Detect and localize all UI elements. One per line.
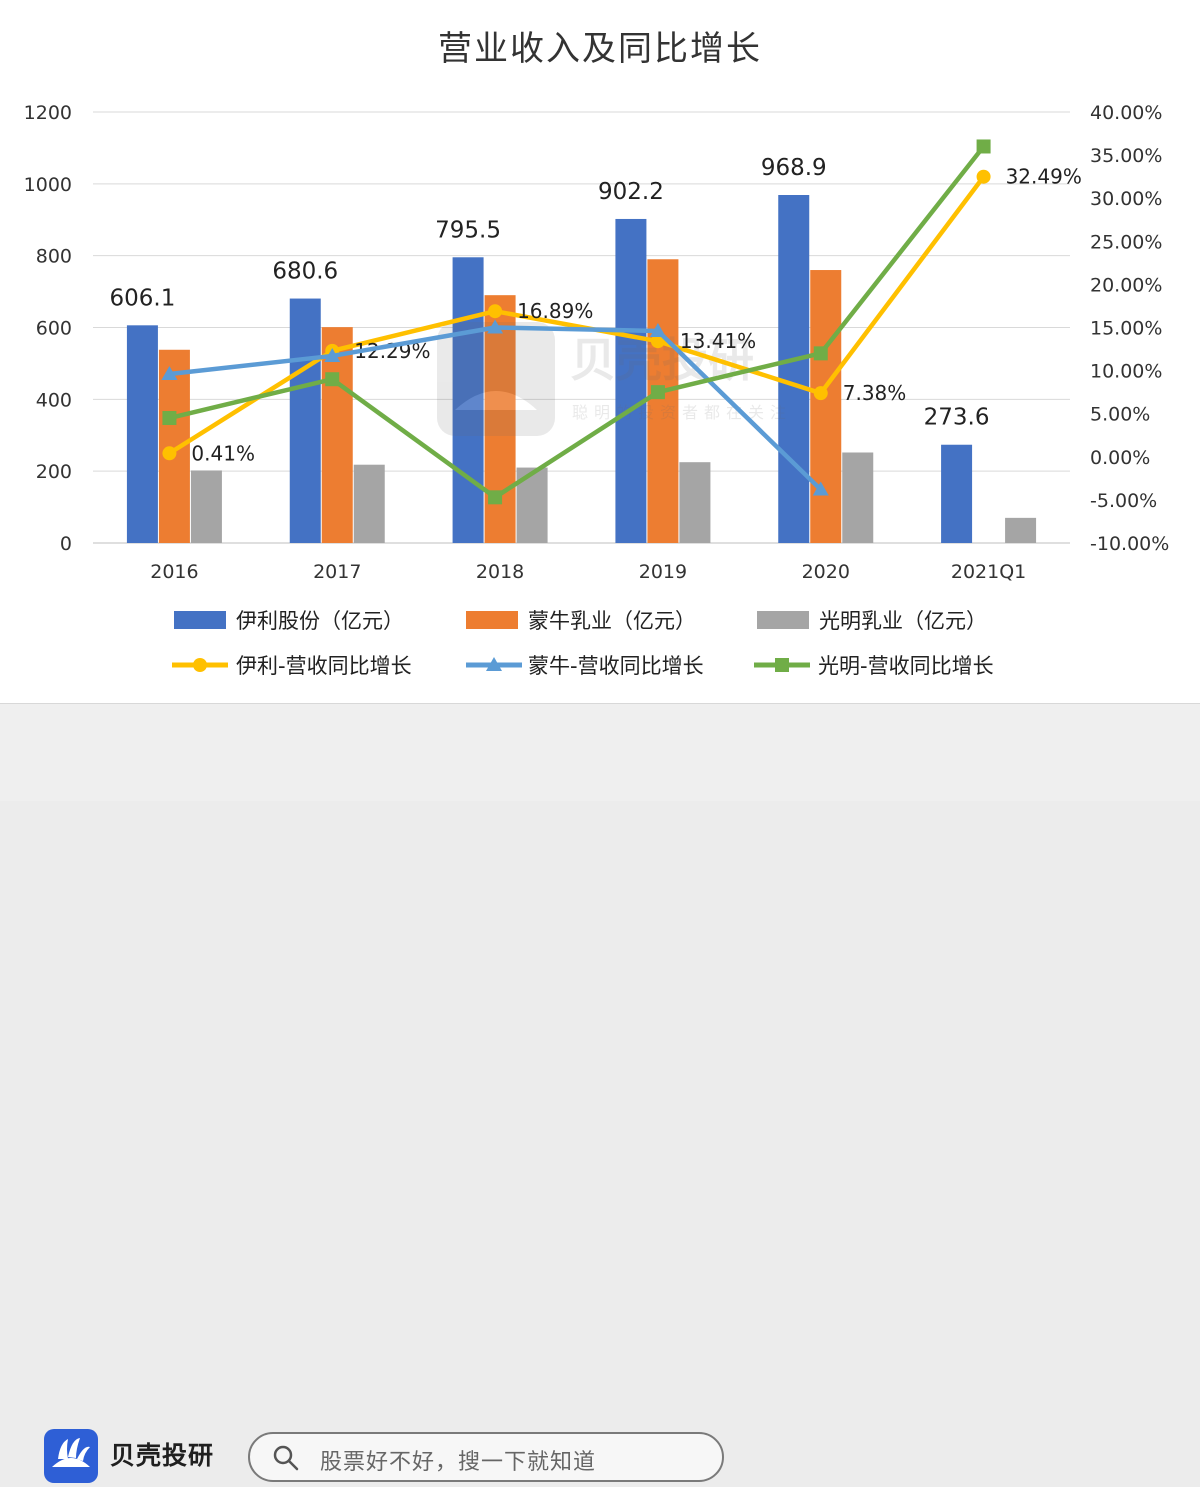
bar (321, 327, 353, 543)
bar (126, 325, 158, 543)
line-point (813, 386, 828, 401)
y-right-tick-label: 20.00% (1090, 274, 1162, 296)
y-left-tick-label: 200 (36, 461, 72, 483)
chart-title: 营业收入及同比增长 (438, 29, 762, 69)
legend-swatch (174, 611, 226, 629)
search-placeholder: 股票好不好，搜一下就知道 (320, 1450, 597, 1475)
line-point (649, 322, 666, 337)
bar (353, 464, 385, 543)
line-data-label: 13.41% (680, 329, 756, 353)
line-data-label: 7.38% (843, 381, 907, 405)
bar (941, 444, 973, 543)
legend-label: 蒙牛乳业（亿元） (528, 609, 696, 633)
watermark-slogan: 聪明的投资者都在关注 (572, 403, 792, 422)
line-point (162, 411, 177, 426)
bar (679, 462, 711, 543)
watermark-logo-icon (437, 322, 555, 436)
y-left-tick-label: 400 (36, 389, 72, 411)
line-point (976, 169, 991, 184)
y-right-tick-label: 0.00% (1090, 447, 1150, 469)
bar (1005, 517, 1037, 543)
y-left-tick-label: 0 (60, 533, 72, 555)
bar-data-label: 968.9 (761, 155, 827, 181)
x-tick-label: 2019 (639, 561, 687, 583)
legend-marker (775, 658, 789, 672)
bar (810, 270, 842, 543)
series-line (168, 145, 986, 500)
line-point (488, 490, 503, 505)
x-tick-label: 2017 (313, 561, 361, 583)
y-left-tick-label: 800 (36, 246, 72, 268)
line-point (813, 346, 828, 361)
bar-data-label: 273.6 (924, 405, 990, 431)
bar (158, 349, 190, 543)
y-right-tick-label: 15.00% (1090, 318, 1162, 340)
legend-swatch (466, 611, 518, 629)
bar-data-label: 606.1 (109, 285, 175, 311)
line-data-label: 0.41% (191, 441, 255, 465)
legend-label: 光明-营收同比增长 (818, 654, 994, 678)
series-line (168, 175, 986, 456)
bar (778, 195, 810, 543)
line-point (488, 304, 503, 319)
line-point (487, 319, 504, 334)
legend-swatch (757, 611, 809, 629)
y-right-tick-label: -10.00% (1090, 533, 1169, 555)
y-left-tick-label: 600 (36, 318, 72, 340)
brand-name[interactable]: 贝壳投研 (110, 1441, 215, 1470)
legend-marker (486, 657, 502, 671)
bar (289, 298, 321, 543)
x-tick-label: 2021Q1 (951, 561, 1026, 583)
y-right-tick-label: 35.00% (1090, 145, 1162, 167)
y-right-tick-label: 25.00% (1090, 231, 1162, 253)
legend-label: 蒙牛-营收同比增长 (528, 654, 704, 678)
line-point (650, 385, 665, 400)
line-data-label: 32.49% (1006, 165, 1082, 189)
line-point (161, 366, 178, 381)
y-left-tick-label: 1000 (24, 174, 72, 196)
bar (615, 218, 647, 543)
line-point (162, 446, 177, 461)
y-right-tick-label: 30.00% (1090, 188, 1162, 210)
watermark-shell-icon (455, 391, 537, 410)
line-point (976, 139, 991, 154)
y-left-tick-label: 1200 (24, 102, 72, 124)
line-point (325, 372, 340, 387)
x-tick-label: 2018 (476, 561, 524, 583)
y-right-tick-label: -5.00% (1090, 490, 1157, 512)
legend-label: 伊利-营收同比增长 (236, 654, 412, 678)
bar (452, 257, 484, 543)
x-tick-label: 2016 (150, 561, 198, 583)
legend-label: 伊利股份（亿元） (236, 609, 404, 633)
revenue-growth-chart: 营业收入及同比增长 0 200 400 600 800 1000 1200 -10.00% -5.… (24, 29, 1170, 678)
y-right-tick-label: 10.00% (1090, 361, 1162, 383)
x-tick-label: 2020 (802, 561, 850, 583)
chart-area: 营业收入及同比增长 0 200 400 600 800 1000 1200 -10.00% -5.… (0, 0, 1200, 704)
bar-data-label: 795.5 (435, 217, 501, 243)
legend-label: 光明乳业（亿元） (819, 609, 987, 633)
legend-marker (193, 658, 207, 672)
y-right-tick-label: 40.00% (1090, 102, 1162, 124)
bar-data-label: 902.2 (598, 179, 664, 205)
bar-data-label: 680.6 (272, 259, 338, 285)
line-point (812, 481, 829, 496)
footer-bar: 贝壳投研 股票好不好，搜一下就知道 (0, 704, 1200, 1483)
bar (647, 259, 679, 543)
bar (190, 470, 222, 543)
line-point (650, 334, 665, 349)
brand-logo-icon[interactable] (44, 1429, 98, 1483)
search-icon (273, 1445, 299, 1471)
y-right-tick-label: 5.00% (1090, 404, 1150, 426)
line-data-label: 16.89% (517, 299, 593, 323)
search-input[interactable]: 股票好不好，搜一下就知道 (248, 1432, 724, 1482)
bar (842, 452, 874, 543)
line-point (324, 347, 341, 362)
